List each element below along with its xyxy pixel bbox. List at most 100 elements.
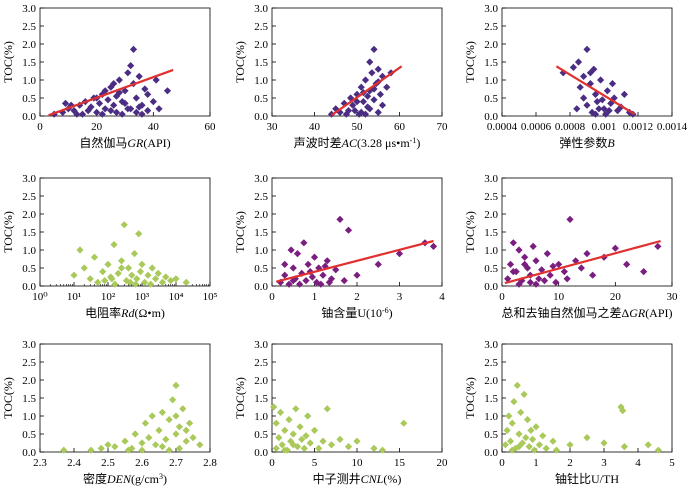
data-point [588, 108, 596, 116]
data-point [512, 444, 520, 452]
data-point [589, 271, 597, 279]
data-point [543, 250, 551, 258]
y-tick-label: 0.0 [484, 281, 498, 293]
data-point [127, 62, 135, 70]
data-point [189, 434, 197, 442]
x-tick-label: 1 [533, 457, 539, 469]
data-point [364, 92, 372, 100]
data-point [120, 221, 128, 229]
data-point [327, 441, 336, 449]
data-point [611, 244, 619, 252]
data-point [300, 239, 308, 247]
data-point [147, 280, 155, 288]
y-axis-label: TOC(%) [463, 377, 477, 419]
data-point [104, 441, 112, 449]
data-point [101, 277, 109, 285]
data-points [501, 381, 662, 454]
data-point [370, 45, 378, 53]
plot-frame [271, 177, 443, 287]
data-point [509, 239, 517, 247]
y-axis-label: TOC(%) [1, 41, 15, 83]
data-point [535, 275, 543, 283]
data-point [138, 446, 146, 454]
data-point [332, 266, 340, 274]
data-point [336, 215, 344, 223]
y-tick-label: 0.5 [22, 263, 36, 275]
data-point [607, 99, 615, 107]
y-tick-label: 2.0 [254, 39, 268, 51]
x-tick-label: 60 [394, 121, 406, 133]
data-point [87, 446, 95, 454]
data-point [654, 446, 662, 454]
y-tick-label: 0.5 [254, 93, 268, 105]
data-point [179, 405, 187, 413]
y-tick-label: 1.0 [254, 411, 268, 423]
data-point [121, 437, 129, 445]
data-point [610, 94, 618, 102]
y-tick-label: 3.0 [484, 3, 498, 15]
data-point [114, 269, 122, 277]
x-tick-label: 0 [269, 457, 275, 469]
y-tick-label: 1.0 [22, 245, 36, 257]
y-axis-label: TOC(%) [463, 41, 477, 83]
data-point [395, 250, 404, 258]
data-point [336, 435, 344, 443]
data-point [563, 275, 571, 283]
data-point [598, 96, 606, 104]
data-points [276, 215, 438, 288]
y-tick-label: 1.0 [254, 245, 268, 257]
data-point [144, 107, 152, 115]
data-point [175, 444, 183, 452]
data-point [275, 434, 283, 442]
y-tick-label: 2.5 [22, 21, 36, 33]
data-point [566, 441, 574, 449]
data-point [94, 278, 102, 286]
data-point [172, 381, 180, 389]
x-tick-label: 0.0006 [521, 121, 552, 133]
data-point [400, 419, 408, 427]
data-point [576, 83, 584, 91]
data-point [172, 275, 180, 283]
data-point [306, 439, 314, 447]
data-point [577, 264, 585, 272]
trend-line [330, 65, 403, 117]
data-point [304, 260, 312, 268]
y-tick-label: 1.5 [22, 57, 36, 69]
data-point [175, 423, 183, 431]
data-point [196, 441, 204, 449]
y-tick-label: 0.5 [484, 429, 498, 441]
data-point [595, 105, 603, 113]
chart-panel-6: 0.0 0.5 1.0 1.5 2.0 2.5 3.0 0 10 20 30 TOC(%) 总和去铀自然… [463, 173, 678, 320]
data-point [117, 264, 126, 272]
y-tick-label: 2.5 [254, 357, 268, 369]
data-point [323, 257, 331, 265]
x-tick-label: 4 [439, 291, 445, 303]
x-tick-label: 2.8 [203, 457, 217, 469]
data-point [154, 269, 162, 277]
data-point [583, 101, 591, 109]
data-point [124, 69, 132, 77]
data-point [583, 45, 591, 53]
data-point [162, 273, 170, 281]
data-point [310, 426, 319, 434]
data-point [317, 280, 325, 288]
data-point [366, 58, 374, 66]
x-tick-label: 3 [601, 457, 607, 469]
data-point [151, 275, 160, 283]
data-point [535, 441, 543, 449]
data-point [552, 446, 560, 454]
y-tick-label: 3.0 [22, 3, 36, 15]
data-point [99, 268, 107, 276]
x-tick-label: 5 [312, 457, 318, 469]
data-point [302, 432, 310, 440]
x-tick-label: 10² [101, 291, 116, 303]
data-point [287, 246, 295, 254]
x-tick-label: 2.4 [67, 457, 81, 469]
trend-line [275, 239, 434, 283]
data-point [158, 278, 167, 286]
chart-panel-5: 0.0 0.5 1.0 1.5 2.0 2.5 3.0 0 1 2 3 4 TOC(%) 铀含量U(10-… [233, 173, 445, 320]
data-point [319, 437, 327, 445]
x-tick-label: 10⁰ [32, 291, 48, 303]
data-point [281, 260, 289, 268]
